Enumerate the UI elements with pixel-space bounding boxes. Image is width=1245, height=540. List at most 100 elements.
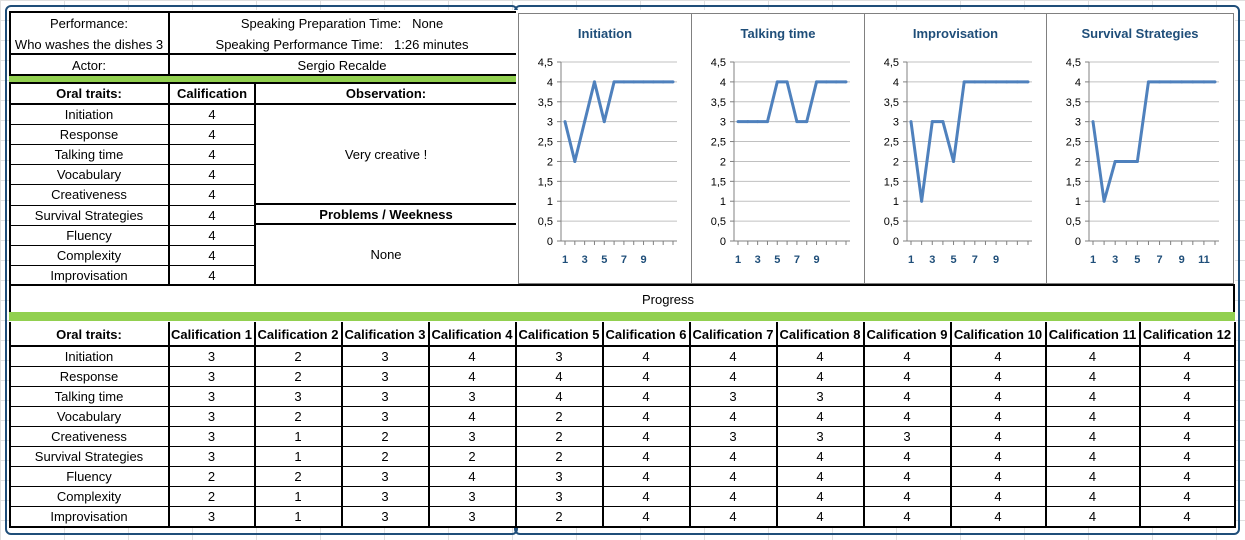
- data-point: [1005, 80, 1009, 84]
- chart-improvisation: Improvisation 0 0,5 1 1,5 2 2,5 3 3,5 4 4,5 1 3 5 7 9: [864, 13, 1047, 284]
- y-tick-label: 2: [893, 156, 899, 168]
- perf-time: Speaking Performance Time: 1:26 minutes: [170, 34, 514, 54]
- summary-trait: Fluency: [66, 227, 112, 243]
- y-tick-label: 3: [720, 117, 726, 129]
- data-point: [952, 159, 956, 163]
- data-point: [622, 80, 626, 84]
- row-rule: [9, 426, 1235, 427]
- rule: [9, 526, 1235, 528]
- y-tick-label: 2,5: [538, 137, 553, 149]
- rule: [9, 284, 1235, 286]
- row-rule: [9, 386, 1235, 387]
- chart-svg-0: Initiation 0 0,5 1 1,5 2 2,5 3 3,5 4 4,5 1 3 5 7 9: [538, 26, 677, 266]
- history-value: 2: [381, 428, 389, 444]
- history-value: 3: [816, 428, 824, 444]
- data-point: [941, 120, 945, 124]
- history-trait: Vocabulary: [56, 408, 122, 424]
- history-value: 1: [294, 488, 302, 504]
- data-point: [1191, 80, 1195, 84]
- y-tick-label: 1,5: [711, 176, 726, 188]
- history-value: 4: [1088, 368, 1097, 384]
- row-rule: [9, 466, 1235, 467]
- history-trait: Survival Strategies: [34, 448, 144, 464]
- y-tick-label: 3,5: [1066, 97, 1081, 109]
- history-value: 4: [729, 508, 737, 524]
- history-value: 2: [555, 428, 563, 444]
- summary-score: 4: [208, 107, 216, 122]
- y-tick-label: 2: [1075, 156, 1081, 168]
- data-point: [962, 80, 966, 84]
- y-tick-label: 0: [720, 236, 726, 248]
- x-tick-label: 7: [972, 254, 978, 266]
- y-tick-label: 0: [893, 236, 899, 248]
- chart-title: Initiation: [578, 26, 632, 41]
- history-value: 3: [468, 388, 476, 404]
- x-tick-label: 7: [621, 254, 627, 266]
- history-value: 4: [642, 368, 650, 384]
- x-tick-label: 9: [813, 254, 819, 266]
- summary-trait: Vocabulary: [56, 167, 122, 183]
- history-value: 4: [903, 448, 911, 464]
- y-tick-label: 0,5: [1066, 216, 1081, 228]
- y-tick-label: 0,5: [711, 216, 726, 228]
- x-tick-label: 9: [993, 254, 999, 266]
- summary-trait: Improvisation: [50, 267, 128, 283]
- history-value: 1: [294, 508, 302, 524]
- data-point: [909, 120, 913, 124]
- history-col-header: Calification 4: [431, 326, 513, 342]
- data-point: [1158, 80, 1162, 84]
- chart-title: Talking time: [741, 26, 816, 41]
- data-point: [795, 120, 799, 124]
- x-tick-label: 5: [774, 254, 780, 266]
- history-value: 3: [207, 388, 216, 404]
- history-value: 4: [816, 348, 824, 364]
- data-point: [651, 80, 655, 84]
- data-point: [1102, 199, 1106, 203]
- row-rule: [9, 506, 1235, 507]
- summary-col-calification: Calification: [176, 86, 248, 101]
- rule: [9, 103, 516, 105]
- summary-score: 4: [208, 207, 216, 223]
- data-point: [775, 80, 779, 84]
- rule: [863, 322, 865, 528]
- data-point: [844, 80, 848, 84]
- history-trait: Complexity: [56, 488, 122, 504]
- prep-time-label: Speaking Preparation Time:: [240, 15, 402, 31]
- history-value: 3: [816, 388, 824, 404]
- summary-trait: Complexity: [56, 247, 122, 263]
- summary-col-observation: Observation:: [345, 86, 427, 101]
- x-tick-label: 1: [562, 254, 568, 266]
- history-value: 4: [994, 368, 1002, 384]
- y-tick-label: 4: [720, 77, 726, 89]
- history-value: 4: [1088, 488, 1097, 504]
- y-tick-label: 3: [1075, 117, 1081, 129]
- history-value: 4: [1183, 508, 1191, 524]
- row-rule: [9, 264, 255, 266]
- history-value: 3: [381, 348, 389, 364]
- data-point: [1202, 80, 1206, 84]
- rule: [254, 82, 256, 286]
- history-value: 4: [729, 448, 737, 464]
- history-value: 4: [816, 448, 824, 464]
- data-point: [1026, 80, 1030, 84]
- rule: [9, 82, 11, 286]
- performance-value: Who washes the dishes 3: [14, 36, 164, 52]
- history-value: 3: [555, 488, 563, 504]
- history-value: 4: [1088, 508, 1097, 524]
- row-rule: [9, 144, 255, 146]
- rule: [689, 322, 691, 528]
- data-point: [583, 120, 587, 124]
- row-rule: [9, 446, 1235, 447]
- rule: [602, 322, 604, 528]
- rule: [168, 82, 170, 286]
- data-point: [824, 80, 828, 84]
- history-value: 4: [994, 428, 1002, 444]
- y-tick-label: 1: [547, 196, 553, 208]
- data-point: [563, 120, 567, 124]
- history-value: 4: [1088, 388, 1097, 404]
- green-band-top: [9, 76, 516, 82]
- history-value: 4: [1088, 348, 1097, 364]
- y-tick-label: 0,5: [884, 216, 899, 228]
- y-tick-label: 4,5: [538, 57, 553, 69]
- history-value: 4: [1088, 428, 1097, 444]
